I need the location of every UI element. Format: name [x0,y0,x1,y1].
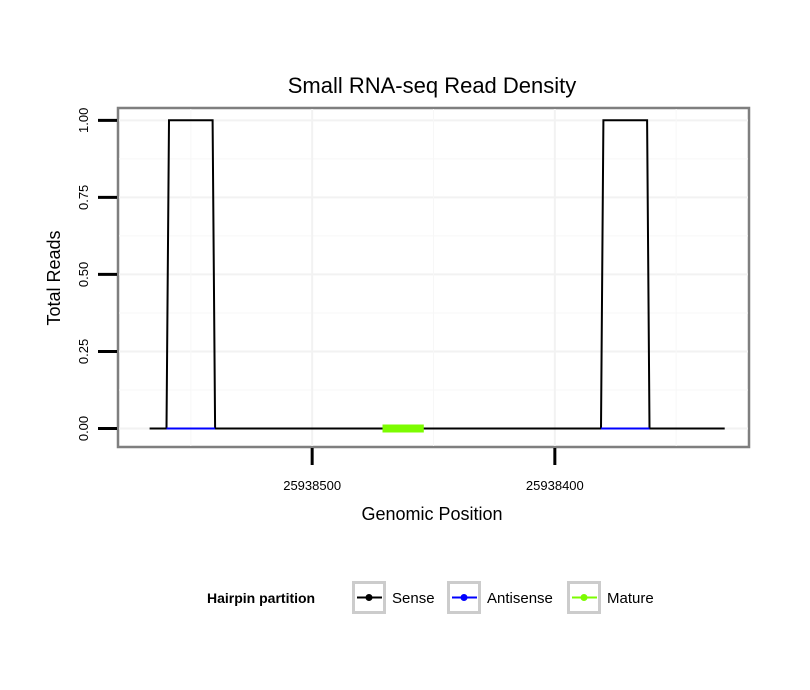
y-tick-label: 0.00 [76,416,91,441]
legend-key-mature [567,581,601,614]
y-tick-label: 0.25 [76,339,91,364]
y-tick-label: 1.00 [76,108,91,133]
x-tick-label: 25938400 [526,478,584,493]
y-tick-label: 0.50 [76,262,91,287]
x-axis: 25938500 25938400 [283,448,584,493]
x-axis-title: Genomic Position [361,504,502,524]
legend-point-antisense [460,594,468,601]
legend-point-sense [365,594,373,601]
y-tick-label: 0.75 [76,185,91,210]
chart-title: Small RNA-seq Read Density [288,73,577,98]
legend-point-mature [580,594,588,601]
x-tick-label: 25938500 [283,478,341,493]
series-layer [149,119,725,433]
y-axis: 0.00 0.25 0.50 0.75 1.00 [76,108,117,441]
legend: Hairpin partition Sense Antisense Mature [207,581,654,614]
legend-title: Hairpin partition [207,590,315,606]
legend-label-mature: Mature [607,590,654,607]
legend-label-antisense: Antisense [487,590,553,607]
legend-label-sense: Sense [392,590,435,607]
y-axis-title: Total Reads [44,230,64,325]
